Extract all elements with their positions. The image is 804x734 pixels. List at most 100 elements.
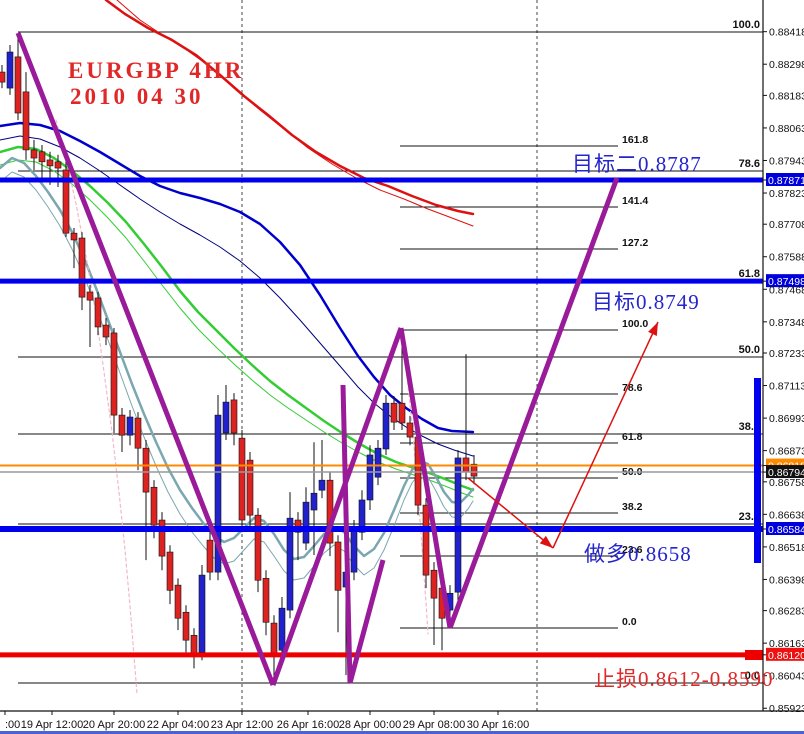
candle-bearish — [142, 447, 150, 493]
candle-bullish — [374, 447, 382, 478]
candle-bearish — [94, 297, 102, 328]
fib-major-label: 100.0 — [732, 19, 760, 31]
fib-major-label: 50.0 — [739, 344, 760, 356]
trade-arrow — [467, 477, 554, 549]
candle-bearish — [150, 486, 158, 526]
time-axis-label: 19 Apr 12:00 — [21, 719, 83, 731]
ma-pink-dashed-2 — [403, 351, 429, 635]
time-axis-label: 28 Apr 00:00 — [339, 719, 401, 731]
price-axis-label: 0.87348 — [769, 317, 804, 329]
candle-bearish — [38, 151, 46, 163]
candle-bearish — [62, 169, 70, 234]
vertical-blue-marker — [754, 378, 761, 563]
candle-bullish — [222, 401, 230, 434]
price-axis-label: 0.87588 — [769, 252, 804, 264]
candle-bearish — [166, 551, 174, 591]
fib-major-label: 78.6 — [739, 158, 760, 170]
trade-arrow-head — [539, 535, 553, 548]
candle-bearish — [174, 584, 182, 619]
annotation-stoploss: 止损0.8612-0.8590 — [594, 667, 774, 691]
candle-bullish — [198, 574, 206, 653]
price-axis-label: 0.86283 — [769, 606, 804, 618]
ma-pink-dashed-1 — [55, 119, 138, 695]
candle-bullish — [214, 414, 222, 573]
chart-date: 2010 04 30 — [70, 84, 204, 109]
annotation-long: 做多0.8658 — [584, 542, 692, 566]
candle-bearish — [406, 422, 414, 438]
price-axis-label: 0.86758 — [769, 477, 804, 489]
candle-bearish — [390, 402, 398, 423]
candle-bearish — [262, 578, 270, 623]
time-axis-label: 20 Apr 20:00 — [83, 719, 145, 731]
candle-bullish — [358, 499, 366, 533]
fib-minor-label: 127.2 — [622, 237, 648, 249]
candle-bearish — [206, 539, 214, 573]
candle-bearish — [46, 159, 54, 167]
price-axis-label: 0.87113 — [769, 381, 804, 393]
fib-minor-label: 78.6 — [622, 382, 643, 394]
price-axis-label: 0.86638 — [769, 509, 804, 521]
candle-bullish — [350, 529, 358, 573]
price-badge-label: 0.87871 — [768, 175, 804, 187]
candle-bearish — [422, 504, 430, 576]
zigzag-line — [398, 327, 453, 629]
fib-major-label: 61.8 — [739, 268, 760, 280]
fib-major-label: 0.0 — [745, 670, 760, 682]
candle-bullish — [302, 501, 310, 544]
price-badge — [766, 173, 804, 186]
price-axis-label: 0.85923 — [769, 703, 804, 715]
price-badge — [766, 521, 804, 535]
price-axis-label: 0.86993 — [769, 413, 804, 425]
annotation-target2: 目标二0.8787 — [572, 152, 702, 176]
candle-bearish — [238, 437, 246, 521]
candle-bearish — [86, 291, 94, 301]
price-badge-label: 0.86794 — [768, 467, 804, 479]
time-axis-label: 30 Apr 16:00 — [467, 719, 529, 731]
time-axis-label: 29 Apr 08:00 — [403, 719, 465, 731]
candle-bearish — [30, 149, 38, 159]
fib-minor-label: 161.8 — [622, 134, 648, 146]
zigzag-line — [340, 384, 353, 684]
price-axis-label: 0.86873 — [769, 446, 804, 458]
price-badge-label: 0.86120 — [768, 650, 804, 662]
price-axis-label: 0.87943 — [769, 155, 804, 167]
fib-minor-label: 61.8 — [622, 431, 643, 443]
candle-bearish — [102, 324, 110, 338]
trade-arrow-head — [648, 322, 658, 336]
zigzag-line — [347, 559, 386, 684]
candle-bearish — [254, 514, 262, 581]
candle-bearish — [158, 519, 166, 557]
zigzag-line — [447, 177, 620, 629]
price-axis-label: 0.87468 — [769, 284, 804, 296]
ma-red-thin — [116, 0, 474, 227]
candle-bearish — [230, 399, 238, 434]
price-badge — [766, 274, 804, 288]
price-axis-label: 0.87233 — [769, 348, 804, 360]
price-axis-label: 0.86163 — [769, 638, 804, 650]
price-axis-label: 0.88298 — [769, 59, 804, 71]
price-axis-label: 0.86043 — [769, 671, 804, 683]
candle-bearish — [110, 332, 118, 416]
price-axis-label: 0.87823 — [769, 188, 804, 200]
window-bottom-strip — [0, 731, 804, 734]
candle-bullish — [278, 607, 286, 651]
price-badge-label: 0.86584 — [768, 524, 804, 536]
candle-bullish — [318, 479, 326, 491]
price-axis-label: 0.87708 — [769, 219, 804, 231]
price-axis-label: 0.88063 — [769, 123, 804, 135]
candle-bearish — [0, 71, 6, 83]
fib-minor-label: 0.0 — [622, 616, 637, 628]
candle-bearish — [398, 402, 406, 424]
fib-minor-label: 100.0 — [622, 318, 648, 330]
candle-bullish — [366, 454, 374, 501]
candle-bearish — [334, 541, 342, 591]
candle-bearish — [430, 569, 438, 599]
time-axis-label: :00 — [5, 719, 20, 731]
candle-bearish — [118, 414, 126, 436]
candle-bearish — [134, 417, 142, 449]
candle-bearish — [270, 622, 278, 654]
red-line-arrow-end — [745, 650, 763, 660]
candle-bearish — [70, 232, 78, 241]
